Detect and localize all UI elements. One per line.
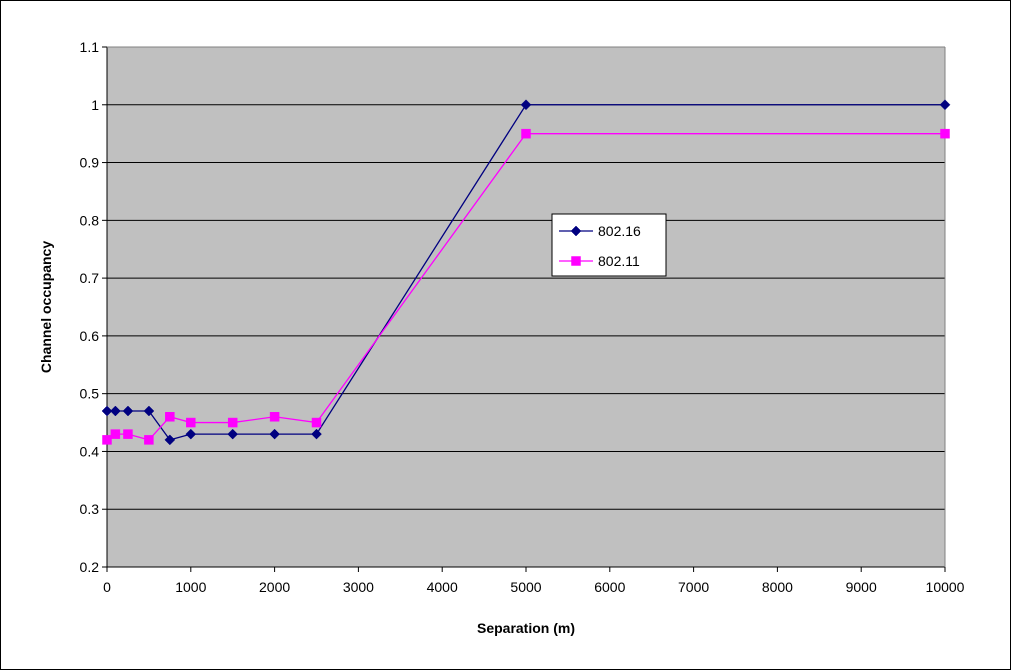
diamond-marker bbox=[311, 428, 322, 440]
x-tick-label: 3000 bbox=[343, 579, 374, 595]
square-marker bbox=[311, 417, 322, 428]
y-tick-label: 0.7 bbox=[80, 270, 100, 286]
y-tick-label: 0.5 bbox=[80, 386, 100, 402]
diamond-marker bbox=[939, 99, 951, 111]
diamond-marker bbox=[185, 428, 197, 440]
plot-area bbox=[107, 47, 945, 567]
square-marker bbox=[123, 429, 133, 439]
series-802-11 bbox=[102, 128, 950, 445]
legend-marker-icon bbox=[571, 256, 581, 266]
diamond-marker bbox=[227, 428, 239, 440]
diamond-marker bbox=[269, 428, 280, 440]
x-tick-label: 0 bbox=[103, 579, 111, 595]
x-tick-label: 5000 bbox=[510, 579, 541, 595]
y-tick-label: 1.1 bbox=[80, 39, 100, 55]
x-tick-label: 8000 bbox=[762, 579, 793, 595]
y-tick-label: 0.3 bbox=[80, 501, 100, 517]
x-tick-label: 10000 bbox=[926, 579, 965, 595]
axes bbox=[102, 46, 946, 572]
diamond-marker bbox=[122, 405, 134, 417]
square-marker bbox=[940, 128, 950, 139]
x-tick-label: 9000 bbox=[846, 579, 877, 595]
y-tick-label: 0.4 bbox=[80, 443, 100, 459]
legend: 802.16 802.11 bbox=[551, 213, 667, 277]
y-tick-label: 0.9 bbox=[80, 155, 100, 171]
square-marker bbox=[102, 435, 112, 445]
diamond-marker bbox=[110, 405, 121, 417]
y-axis-title: Channel occupancy bbox=[38, 241, 54, 373]
legend-label: 802.11 bbox=[598, 253, 640, 269]
diamond-marker bbox=[164, 434, 176, 446]
square-marker bbox=[269, 412, 280, 422]
x-axis-title: Separation (m) bbox=[477, 620, 575, 636]
legend-box bbox=[551, 213, 667, 277]
diamond-marker bbox=[101, 405, 113, 417]
x-tick-label: 1000 bbox=[175, 579, 206, 595]
y-tick-label: 1 bbox=[91, 97, 99, 113]
y-tick-label: 0.2 bbox=[80, 559, 100, 575]
x-tick-labels: 0 1000 2000 3000 4000 5000 6000 7000 8000 9000 100… bbox=[103, 579, 965, 595]
square-marker bbox=[144, 435, 154, 445]
series-802-16 bbox=[101, 99, 951, 446]
square-marker bbox=[165, 412, 175, 422]
square-marker bbox=[110, 429, 121, 439]
y-tick-labels: 0.2 0.3 0.4 0.5 0.6 0.7 0.8 0.9 1 1.1 bbox=[80, 39, 100, 575]
square-marker bbox=[227, 417, 238, 428]
x-tick-label: 6000 bbox=[594, 579, 625, 595]
square-marker bbox=[186, 417, 196, 428]
y-tick-label: 0.6 bbox=[80, 328, 100, 344]
series-layer bbox=[101, 99, 951, 446]
x-tick-label: 4000 bbox=[427, 579, 458, 595]
diamond-marker bbox=[143, 405, 155, 417]
y-tick-label: 0.8 bbox=[80, 212, 100, 228]
legend-label: 802.16 bbox=[598, 223, 641, 239]
diamond-marker bbox=[520, 99, 532, 111]
x-tick-label: 2000 bbox=[259, 579, 290, 595]
square-marker bbox=[521, 128, 531, 139]
x-tick-label: 7000 bbox=[678, 579, 709, 595]
legend-marker-icon bbox=[570, 225, 582, 237]
